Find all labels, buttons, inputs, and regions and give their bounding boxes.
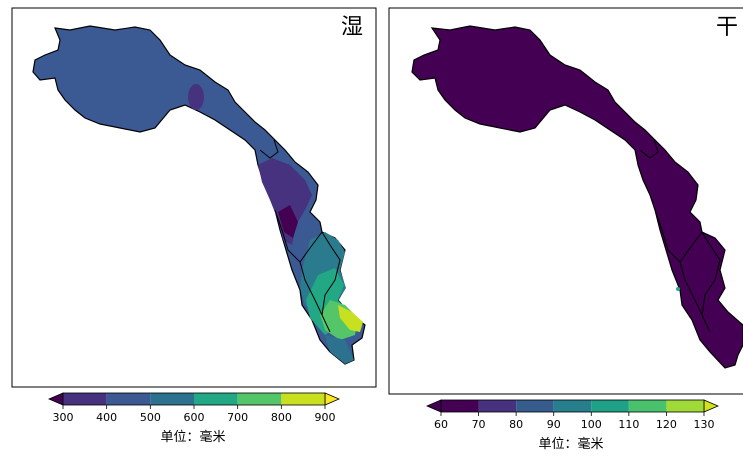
dry-station-point bbox=[676, 287, 680, 291]
wet-colorbar-bin bbox=[106, 393, 151, 405]
dry-colorbar-bin bbox=[628, 400, 667, 412]
dry-colorbar-outline bbox=[440, 399, 705, 413]
wet-low-zone-middle bbox=[258, 158, 312, 245]
dry-colorbar-tick-label: 120 bbox=[656, 418, 677, 431]
wet-colorbar-tick-label: 300 bbox=[53, 411, 74, 424]
dry-colorbar-tick-label: 70 bbox=[472, 418, 486, 431]
wet-colorbar-bin bbox=[194, 393, 238, 405]
wet-colorbar-tick-label: 800 bbox=[271, 411, 292, 424]
wet-colorbar-tick-label: 400 bbox=[96, 411, 117, 424]
dry-colorbar-bin bbox=[666, 400, 704, 412]
wet-colorbar-bin bbox=[150, 393, 194, 405]
wet-lowest-zone bbox=[278, 205, 298, 238]
dry-colorbar-bin bbox=[516, 400, 554, 412]
wet-colorbar-tick-label: 900 bbox=[315, 411, 336, 424]
wet-basin-boundaries bbox=[259, 139, 341, 333]
wet-colorbar-bin bbox=[281, 393, 325, 405]
wet-colorbar-bin bbox=[237, 393, 282, 405]
dry-colorbar-extend-max bbox=[703, 399, 720, 413]
wet-colorbar-tick-label: 600 bbox=[184, 411, 205, 424]
wet-yellow-zone bbox=[338, 305, 363, 332]
dry-colorbar-extend-min bbox=[425, 399, 442, 413]
dry-colorbar-tick-label: 110 bbox=[618, 418, 639, 431]
wet-colorbar-bin bbox=[63, 393, 107, 405]
dry-colorbar-tick-label: 130 bbox=[694, 418, 715, 431]
dry-basin-boundaries bbox=[639, 139, 721, 333]
wet-blue-south-zone bbox=[325, 335, 354, 364]
wet-colorbar-tick-label: 700 bbox=[227, 411, 248, 424]
dry-colorbar-bin bbox=[478, 400, 517, 412]
dry-panel-title: 干 bbox=[716, 15, 738, 40]
wet-colorbar-extend-max bbox=[324, 392, 341, 406]
wet-panel: 湿 300 400 500 600 700 800 900 单位：毫米 bbox=[11, 7, 377, 445]
dry-colorbar-label: 单位：毫米 bbox=[538, 436, 603, 452]
dry-colorbar: 60 70 80 90 100 110 120 130 bbox=[425, 399, 720, 431]
dry-colorbar-bin bbox=[591, 400, 629, 412]
dry-colorbar-tick-label: 90 bbox=[547, 418, 561, 431]
wet-colorbar-tick-label: 500 bbox=[140, 411, 161, 424]
wet-colorbar-label: 单位：毫米 bbox=[160, 429, 225, 445]
wet-colorbar-extend-min bbox=[47, 392, 64, 406]
dry-colorbar-tick-label: 60 bbox=[434, 418, 448, 431]
dry-colorbar-tick-label: 80 bbox=[509, 418, 523, 431]
dry-colorbar-bin bbox=[553, 400, 592, 412]
dry-colorbar-bin bbox=[441, 400, 479, 412]
dry-panel: 干 60 70 80 90 100 110 120 130 单位：毫米 bbox=[388, 7, 743, 452]
wet-low-blob-north bbox=[188, 84, 204, 110]
wet-panel-title: 湿 bbox=[341, 15, 363, 40]
dry-map-region bbox=[411, 25, 743, 369]
wet-colorbar: 300 400 500 600 700 800 900 bbox=[47, 392, 341, 424]
dry-colorbar-tick-label: 100 bbox=[581, 418, 602, 431]
